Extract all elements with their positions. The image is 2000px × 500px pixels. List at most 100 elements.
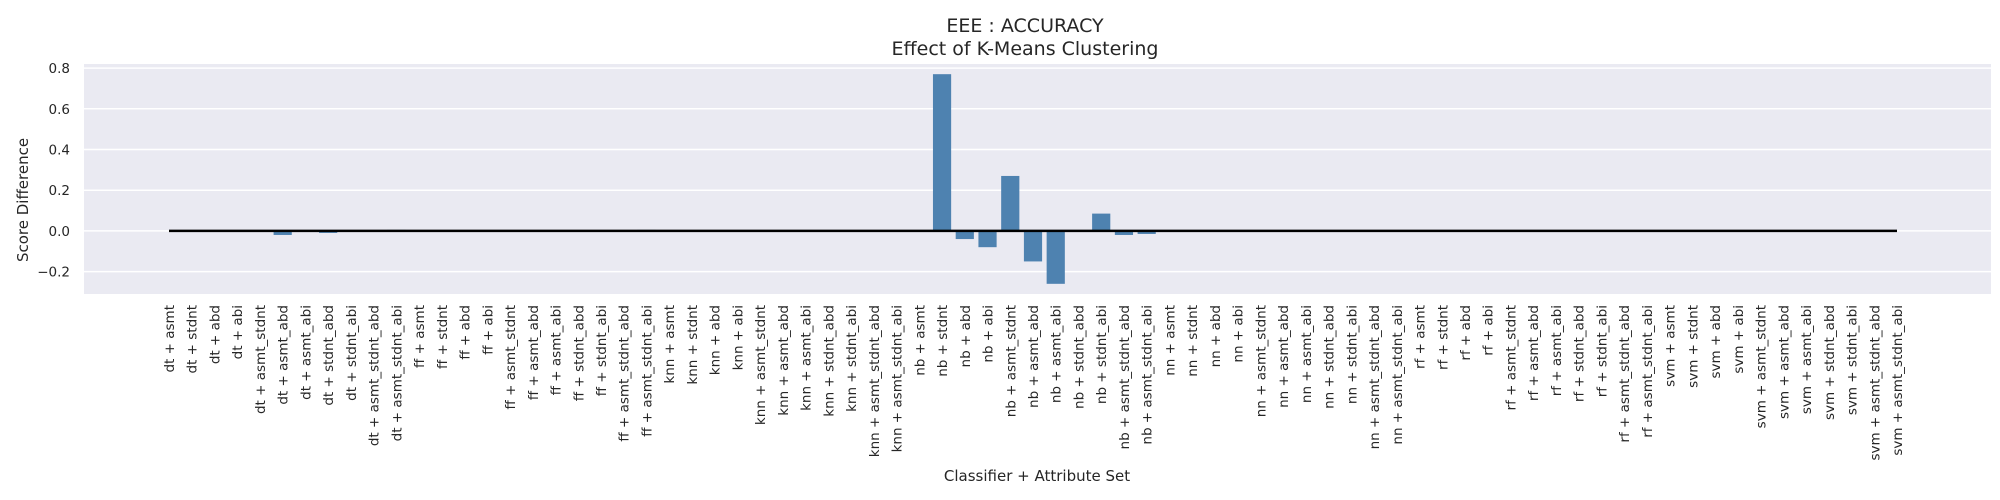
x-tick-label: svm + asmt_abd: [1776, 305, 1792, 419]
x-tick-label: svm + abd: [1708, 305, 1724, 378]
x-tick-label: nn + asmt_abd: [1276, 305, 1292, 408]
x-tick-label: dt + asmt_abd: [276, 305, 292, 405]
x-tick-label: nb + asmt_stdnt_abi: [1140, 305, 1156, 445]
x-tick-label: svm + asmt_abi: [1799, 305, 1815, 414]
x-tick-label: ff + stdnt_abd: [571, 305, 587, 401]
x-tick-label: rf + abd: [1458, 305, 1474, 361]
x-tick-label: ff + stdnt: [435, 305, 451, 369]
bar: [932, 74, 952, 231]
x-tick-label: rf + abi: [1481, 305, 1497, 356]
x-tick-label: nb + stdnt_abd: [1071, 305, 1087, 409]
x-tick-label: ff + asmt_abd: [526, 305, 542, 400]
x-tick-label: nn + asmt_stdnt_abi: [1390, 305, 1406, 445]
x-tick-label: dt + asmt_stdnt: [253, 305, 269, 414]
x-tick-labels: dt + asmt dt + stdnt dt + abd dt + abi dt + …: [162, 305, 1906, 460]
x-tick-label: ff + stdnt_abi: [594, 305, 610, 396]
bar: [1046, 230, 1065, 284]
x-tick-label: svm + asmt_stdnt: [1754, 305, 1770, 428]
bar: [1114, 230, 1134, 235]
x-tick-label: svm + stdnt_abi: [1845, 305, 1861, 415]
bar: [1023, 230, 1043, 262]
x-tick-label: svm + stdnt: [1685, 305, 1701, 388]
y-tick-labels: −0.2 0.0 0.2 0.4 0.6 0.8: [37, 61, 70, 281]
x-tick-label: knn + asmt_abd: [776, 305, 792, 416]
y-tick-label: 0.2: [49, 183, 70, 199]
x-tick-label: nn + stdnt_abd: [1322, 305, 1338, 409]
x-tick-label: nn + abi: [1231, 305, 1247, 363]
x-tick-label: dt + stdnt: [185, 305, 201, 374]
chart-subtitle: Effect of K-Means Clustering: [892, 38, 1159, 60]
x-tick-label: nb + abd: [958, 305, 974, 367]
x-tick-label: dt + abi: [230, 305, 246, 359]
x-tick-label: nb + asmt_stdnt: [1003, 305, 1019, 417]
x-tick-label: knn + abi: [730, 305, 746, 370]
x-tick-label: rf + asmt_abi: [1549, 305, 1565, 396]
x-tick-label: knn + stdnt: [685, 305, 701, 385]
x-tick-label: nn + stdnt_abi: [1344, 305, 1360, 404]
x-tick-label: knn + asmt_stdnt: [753, 305, 769, 425]
bar: [978, 230, 997, 248]
x-tick-label: nn + asmt_stdnt: [1253, 305, 1269, 417]
x-tick-label: nn + asmt: [1162, 305, 1178, 376]
y-tick-label: 0.4: [49, 142, 70, 158]
x-tick-label: rf + stdnt_abi: [1594, 305, 1610, 397]
x-tick-label: ff + asmt_stdnt_abi: [639, 305, 655, 437]
y-tick-label: −0.2: [37, 265, 70, 281]
x-tick-label: knn + stdnt_abi: [844, 305, 860, 412]
x-tick-label: nb + stdnt_abi: [1094, 305, 1110, 404]
x-tick-label: rf + asmt_stdnt_abi: [1640, 305, 1656, 438]
x-tick-label: knn + asmt_stdnt_abd: [867, 305, 883, 457]
x-tick-label: rf + asmt_abd: [1526, 305, 1542, 401]
x-tick-label: nn + stdnt: [1185, 305, 1201, 377]
y-tick-label: 0.8: [49, 61, 70, 77]
x-tick-label: nn + asmt_abi: [1299, 305, 1315, 403]
x-tick-label: nb + asmt_abi: [1049, 305, 1065, 403]
x-tick-label: svm + asmt_stdnt_abi: [1890, 305, 1906, 456]
x-tick-label: knn + asmt_abi: [799, 305, 815, 411]
x-tick-label: rf + stdnt: [1435, 305, 1451, 370]
x-tick-label: rf + asmt_stdnt_abd: [1617, 305, 1633, 443]
x-tick-label: ff + asmt_stdnt_abd: [617, 305, 633, 442]
x-tick-label: nn + abd: [1208, 305, 1224, 367]
bar: [273, 230, 292, 235]
x-tick-label: dt + asmt: [162, 305, 178, 373]
y-axis-label: Score Difference: [14, 138, 32, 262]
x-axis-label: Classifier + Attribute Set: [944, 467, 1130, 485]
chart-title: EEE : ACCURACY: [946, 15, 1104, 37]
x-tick-label: dt + stdnt_abd: [321, 305, 337, 406]
x-tick-label: ff + abi: [480, 305, 496, 355]
x-tick-label: knn + abd: [708, 305, 724, 375]
x-tick-label: dt + asmt_stdnt_abd: [367, 305, 383, 446]
bar: [1137, 230, 1156, 234]
x-tick-label: nb + stdnt: [935, 305, 951, 377]
bar: [955, 230, 974, 240]
bar: [1092, 213, 1111, 231]
y-tick-label: 0.0: [49, 224, 70, 240]
bars: [273, 74, 1156, 284]
x-tick-label: ff + asmt_abi: [549, 305, 565, 395]
x-tick-label: ff + asmt_stdnt: [503, 305, 519, 409]
x-tick-label: knn + stdnt_abd: [821, 305, 837, 417]
x-tick-label: dt + asmt_stdnt_abi: [389, 305, 405, 441]
x-tick-label: ff + asmt: [412, 305, 428, 368]
x-tick-label: dt + abd: [207, 305, 223, 364]
x-tick-label: nb + asmt: [912, 305, 928, 376]
x-tick-label: rf + asmt: [1413, 305, 1429, 369]
x-tick-label: dt + stdnt_abi: [344, 305, 360, 401]
x-tick-label: svm + stdnt_abd: [1822, 305, 1838, 420]
x-tick-label: ff + abd: [458, 305, 474, 360]
x-tick-label: svm + asmt: [1663, 305, 1679, 387]
x-tick-label: dt + asmt_abi: [298, 305, 314, 400]
x-tick-label: knn + asmt: [662, 305, 678, 384]
x-tick-label: rf + asmt_stdnt: [1503, 305, 1519, 410]
x-tick-label: nb + asmt_stdnt_abd: [1117, 305, 1133, 449]
x-tick-label: nb + abi: [981, 305, 997, 363]
x-tick-label: knn + asmt_stdnt_abi: [890, 305, 906, 452]
x-tick-label: nb + asmt_abd: [1026, 305, 1042, 408]
x-tick-label: svm + abi: [1731, 305, 1747, 374]
x-tick-label: nn + asmt_stdnt_abd: [1367, 305, 1383, 449]
x-tick-label: rf + stdnt_abd: [1572, 305, 1588, 402]
bar: [1001, 175, 1020, 231]
x-tick-label: svm + asmt_stdnt_abd: [1867, 305, 1883, 460]
